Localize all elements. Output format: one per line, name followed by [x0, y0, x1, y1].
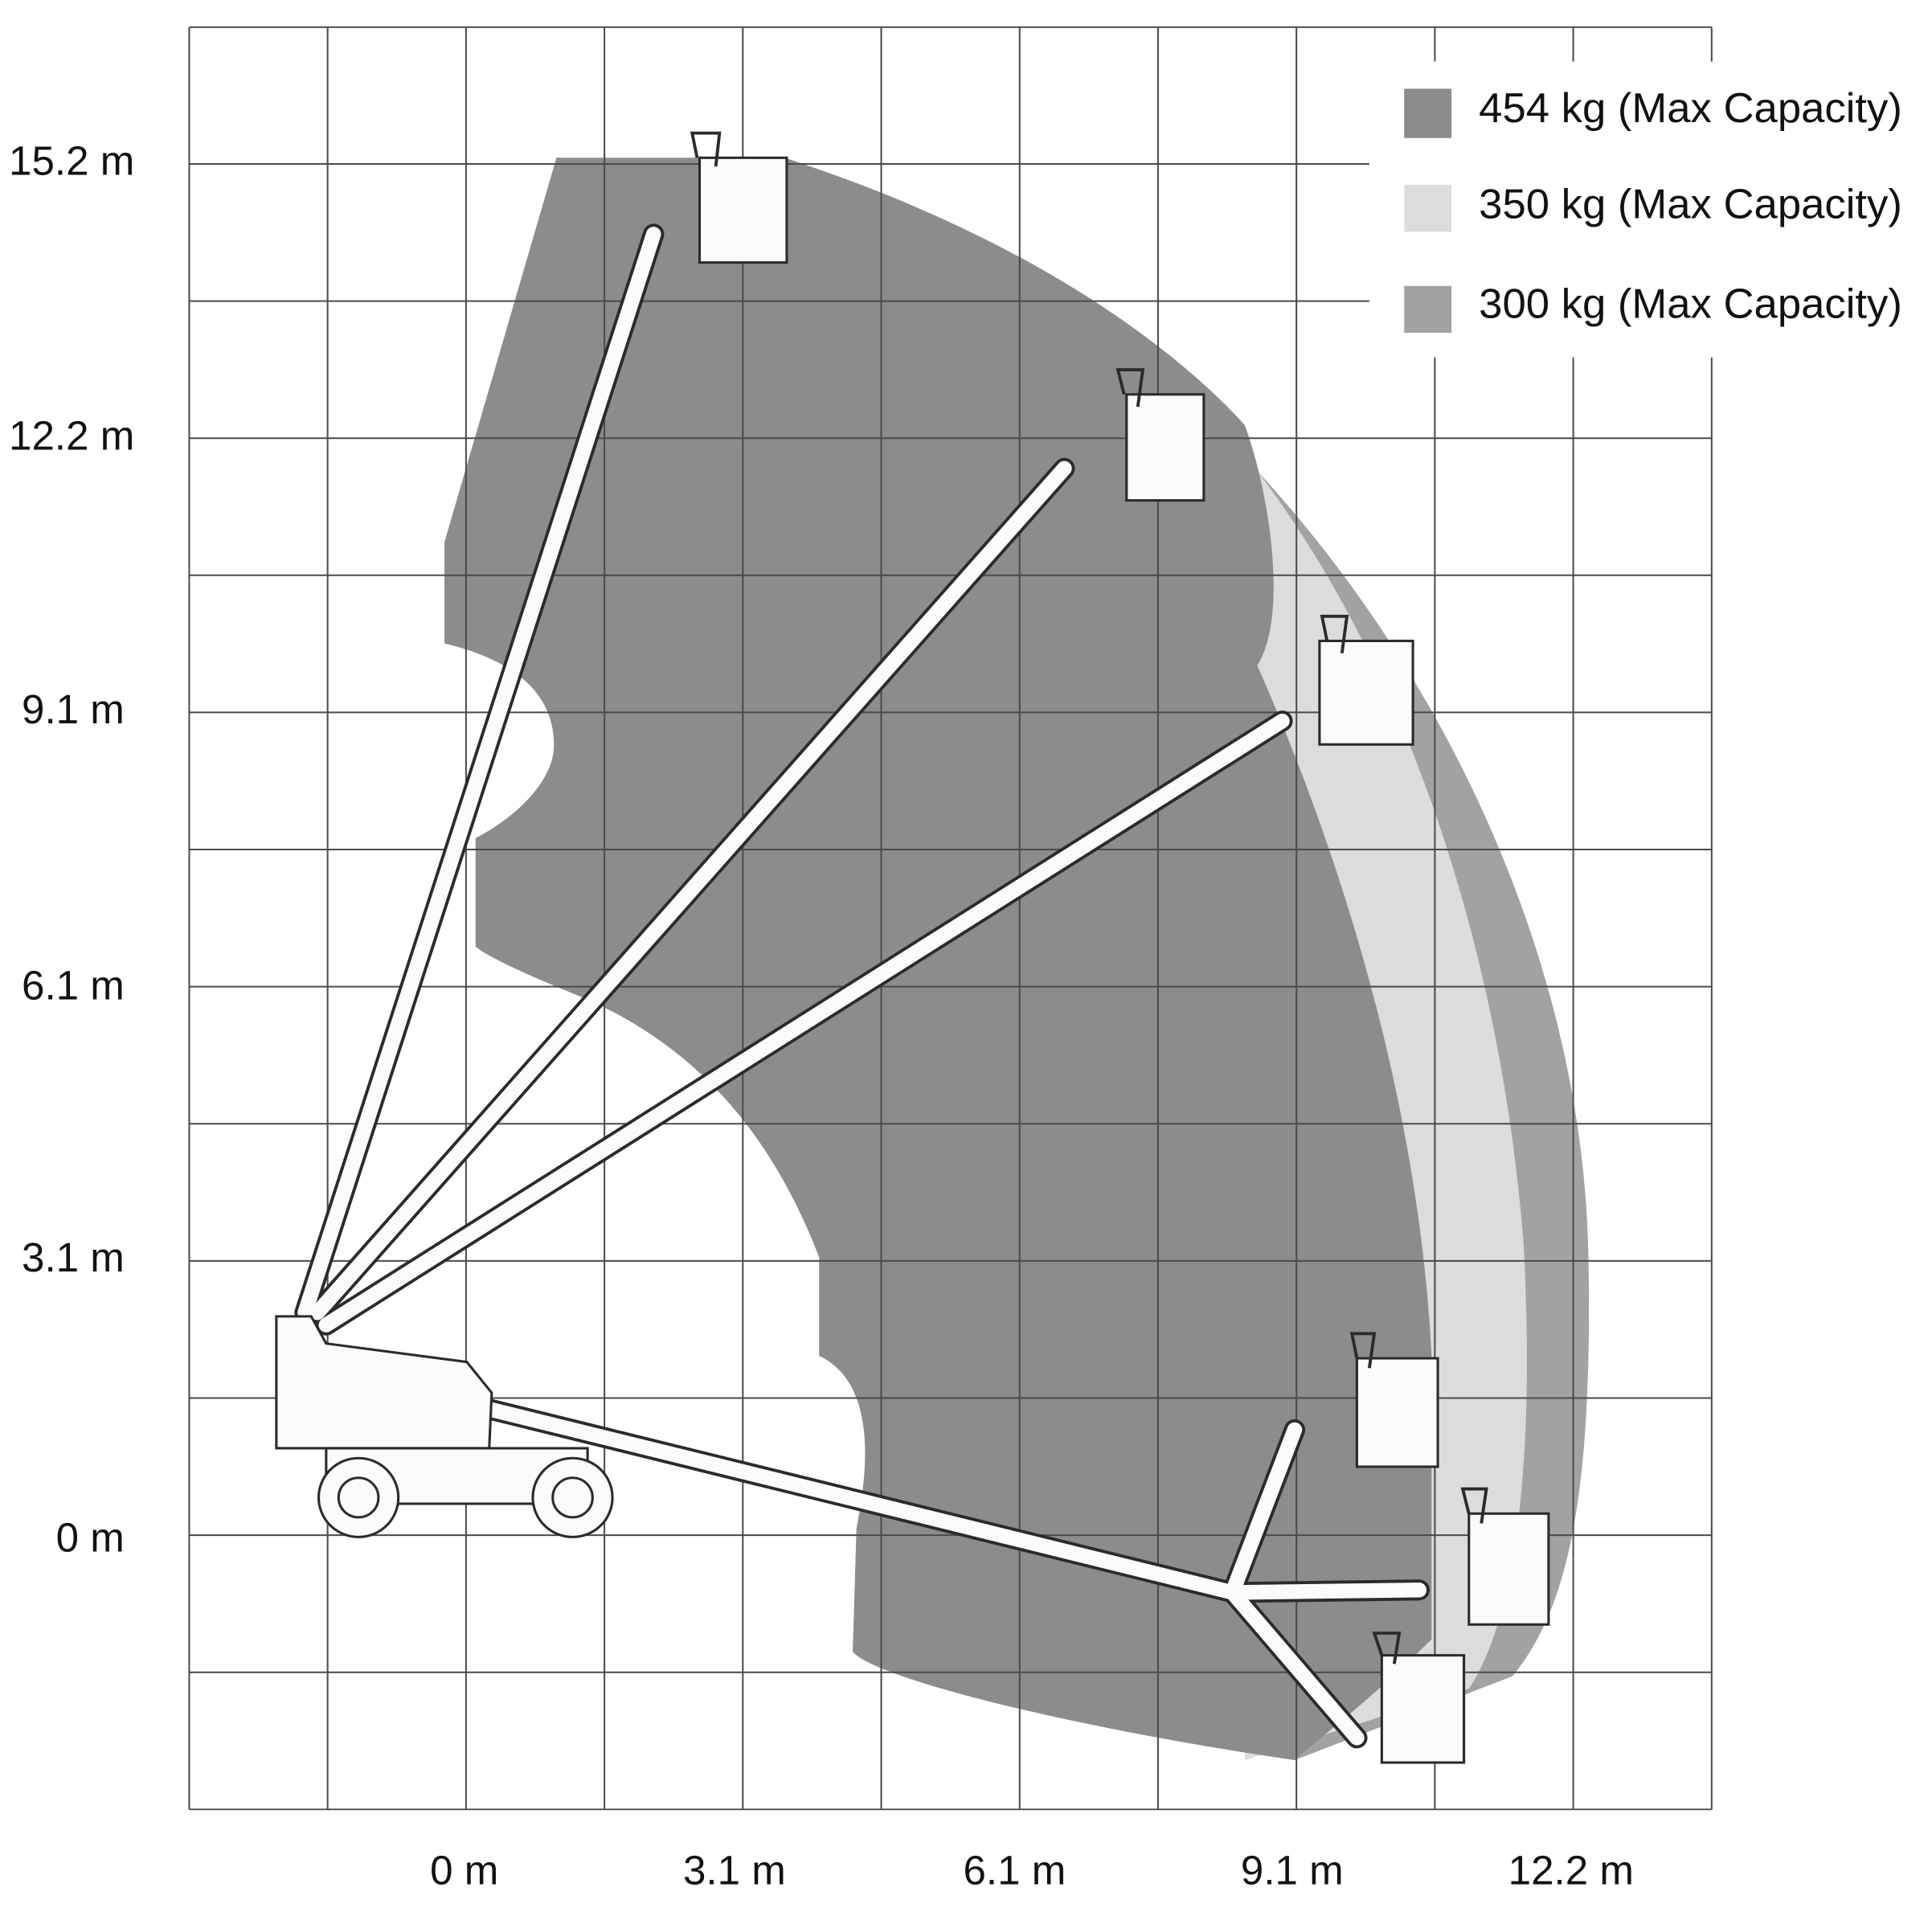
chassis — [275, 1315, 614, 1538]
platform-rail — [1349, 1332, 1377, 1369]
y-label: 3.1 m — [22, 1234, 125, 1280]
booms — [294, 223, 1430, 1749]
legend-swatch — [1404, 285, 1452, 334]
y-label: 12.2 m — [9, 413, 134, 459]
legend-label: 350 kg (Max Capacity) — [1479, 182, 1902, 228]
x-label: 3.1 m — [683, 1848, 786, 1894]
platform-rail — [1372, 1632, 1402, 1664]
platform-rail — [1320, 614, 1349, 654]
envelope-454kg — [444, 158, 1432, 1760]
platform — [1318, 639, 1414, 746]
platforms — [690, 131, 1550, 1764]
y-label: 0 m — [56, 1515, 125, 1561]
legend-swatch — [1404, 185, 1452, 232]
platform — [1125, 393, 1205, 502]
x-label: 9.1 m — [1241, 1848, 1344, 1894]
legend-label: 454 kg (Max Capacity) — [1479, 85, 1902, 132]
platform — [1380, 1654, 1466, 1764]
x-label: 0 m — [430, 1848, 498, 1894]
y-label: 15.2 m — [9, 138, 134, 184]
turntable — [275, 1315, 493, 1450]
boom-lift — [275, 131, 1550, 1764]
platform — [1467, 1512, 1550, 1626]
y-label: 6.1 m — [22, 963, 125, 1009]
legend-label: 300 kg (Max Capacity) — [1479, 281, 1902, 328]
platform — [1355, 1357, 1439, 1468]
platform-rail — [1460, 1487, 1488, 1524]
wheel-hub — [337, 1476, 380, 1519]
legend-swatch — [1404, 88, 1452, 138]
platform-rail — [690, 131, 722, 167]
x-label: 6.1 m — [963, 1848, 1066, 1894]
x-label: 12.2 m — [1508, 1848, 1634, 1894]
platform-rail — [1115, 368, 1145, 407]
wheel-hub — [551, 1476, 594, 1519]
y-label: 9.1 m — [22, 686, 125, 732]
platform — [698, 156, 788, 264]
boom-fill — [297, 227, 1427, 1746]
